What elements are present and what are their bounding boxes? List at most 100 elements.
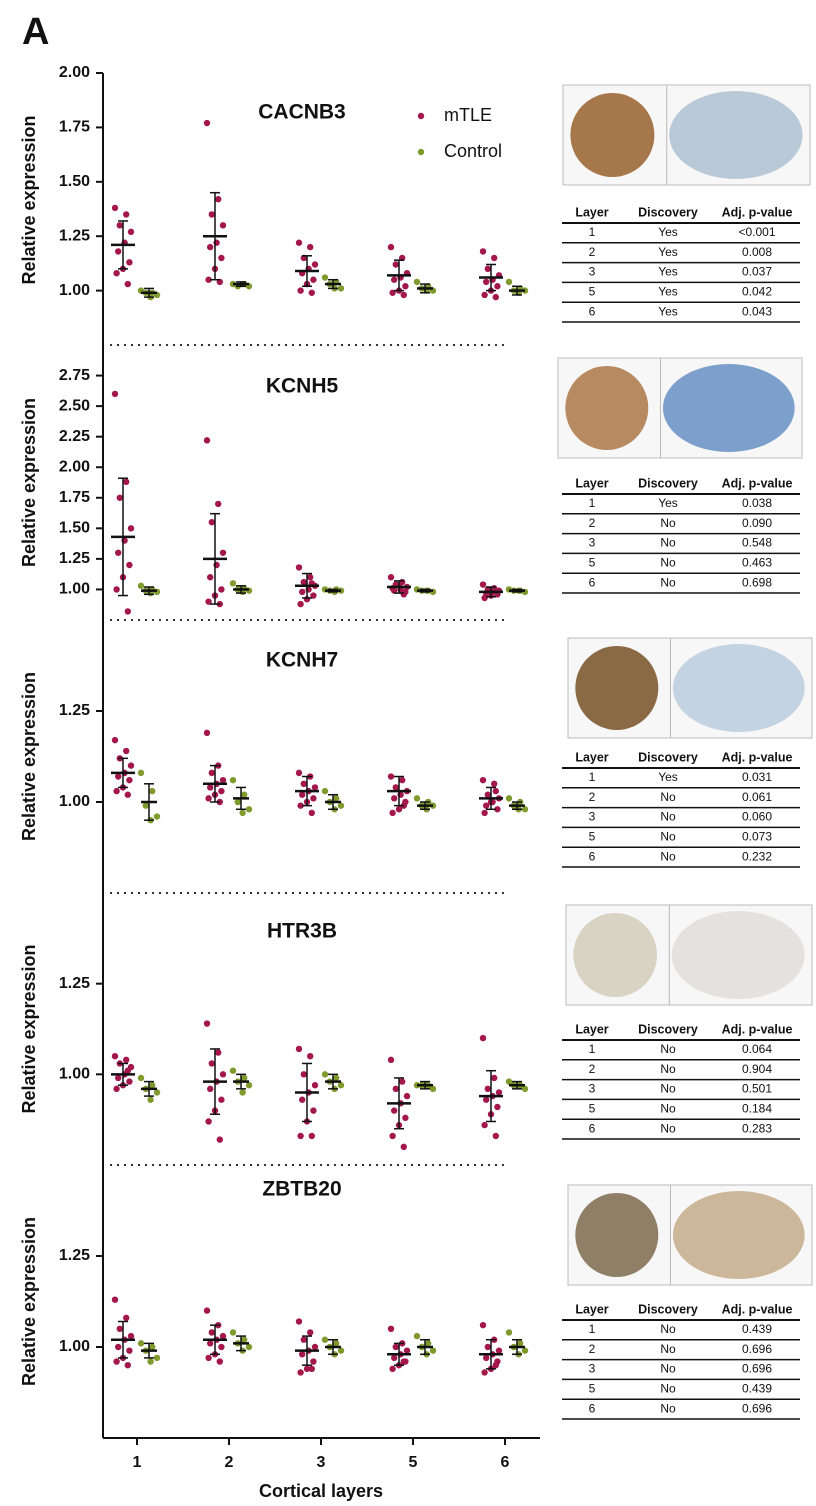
y-tick-label: 1.00 bbox=[59, 1066, 90, 1083]
y-tick-label: 2.50 bbox=[59, 397, 90, 414]
table-cell: 3 bbox=[589, 1082, 596, 1096]
data-point bbox=[309, 1366, 315, 1372]
table-cell: 0.090 bbox=[742, 516, 772, 530]
data-point bbox=[215, 501, 221, 507]
data-point bbox=[220, 550, 226, 556]
data-point bbox=[388, 1326, 394, 1332]
table-cell: 5 bbox=[589, 1381, 596, 1395]
chart-title: HTR3B bbox=[267, 920, 337, 943]
data-point bbox=[309, 810, 315, 816]
data-point bbox=[204, 1307, 210, 1313]
table-cell: No bbox=[660, 829, 676, 843]
data-point bbox=[483, 1097, 489, 1103]
data-point bbox=[481, 810, 487, 816]
table-header: Adj. p-value bbox=[722, 476, 793, 490]
data-point bbox=[496, 1089, 502, 1095]
data-point bbox=[312, 1082, 318, 1088]
y-tick-label: 1.25 bbox=[59, 550, 90, 567]
data-point bbox=[117, 1326, 123, 1332]
data-point bbox=[218, 788, 224, 794]
data-point bbox=[123, 479, 129, 485]
data-point bbox=[481, 1122, 487, 1128]
y-axis-label: Relative expression bbox=[19, 398, 39, 567]
table-cell: 2 bbox=[589, 790, 596, 804]
table-cell: 0.283 bbox=[742, 1121, 772, 1135]
data-point bbox=[301, 781, 307, 787]
data-point bbox=[391, 795, 397, 801]
table-cell: 0.038 bbox=[742, 496, 772, 510]
x-tick-label: 3 bbox=[317, 1454, 326, 1471]
table-cell: 0.031 bbox=[742, 770, 772, 784]
data-point bbox=[218, 1344, 224, 1350]
data-point bbox=[112, 1296, 118, 1302]
data-point bbox=[128, 762, 134, 768]
data-point bbox=[220, 222, 226, 228]
data-point bbox=[307, 244, 313, 250]
data-point bbox=[493, 294, 499, 300]
data-point bbox=[480, 1322, 486, 1328]
table-cell: 0.043 bbox=[742, 304, 772, 318]
data-point bbox=[301, 579, 307, 585]
y-tick-label: 1.25 bbox=[59, 227, 90, 244]
data-point bbox=[126, 259, 132, 265]
data-point bbox=[207, 574, 213, 580]
y-tick-label: 1.50 bbox=[59, 173, 90, 190]
data-point bbox=[126, 777, 132, 783]
data-point bbox=[310, 795, 316, 801]
data-point bbox=[207, 1086, 213, 1092]
data-point bbox=[401, 292, 407, 298]
data-point bbox=[522, 806, 528, 812]
table-cell: 2 bbox=[589, 1062, 596, 1076]
data-point bbox=[220, 777, 226, 783]
data-point bbox=[485, 792, 491, 798]
data-point bbox=[425, 1340, 431, 1346]
data-point bbox=[483, 1355, 489, 1361]
chart-title: CACNB3 bbox=[258, 101, 346, 124]
data-point bbox=[297, 1369, 303, 1375]
tissue-section bbox=[573, 913, 657, 997]
data-point bbox=[389, 1366, 395, 1372]
data-point bbox=[126, 1078, 132, 1084]
data-point bbox=[112, 391, 118, 397]
table-header: Discovery bbox=[638, 205, 698, 219]
data-point bbox=[113, 788, 119, 794]
legend-marker bbox=[418, 113, 424, 119]
table-cell: Yes bbox=[658, 770, 678, 784]
data-point bbox=[493, 1362, 499, 1368]
table-cell: 3 bbox=[589, 536, 596, 550]
y-tick-label: 2.00 bbox=[59, 64, 90, 81]
data-point bbox=[388, 773, 394, 779]
data-point bbox=[230, 777, 236, 783]
table-cell: 3 bbox=[589, 1362, 596, 1376]
figure: A 1.001.251.501.752.00CACNB3Relative exp… bbox=[0, 0, 816, 1506]
data-point bbox=[218, 255, 224, 261]
y-axis-label: Relative expression bbox=[19, 672, 39, 841]
data-point bbox=[126, 1347, 132, 1353]
tissue-section bbox=[669, 91, 802, 179]
data-point bbox=[401, 1358, 407, 1364]
data-point bbox=[217, 1136, 223, 1142]
data-point bbox=[147, 1358, 153, 1364]
table-cell: 0.698 bbox=[742, 575, 772, 589]
table-cell: 5 bbox=[589, 829, 596, 843]
data-point bbox=[235, 799, 241, 805]
x-tick-label: 6 bbox=[501, 1454, 510, 1471]
table-header: Discovery bbox=[638, 750, 698, 764]
table-cell: No bbox=[660, 810, 676, 824]
data-point bbox=[297, 1133, 303, 1139]
table-cell: 0.439 bbox=[742, 1381, 772, 1395]
data-point bbox=[491, 1075, 497, 1081]
table-cell: 0.060 bbox=[742, 810, 772, 824]
table-header: Adj. p-value bbox=[722, 750, 793, 764]
data-point bbox=[117, 495, 123, 501]
data-point bbox=[322, 1071, 328, 1077]
data-point bbox=[391, 1355, 397, 1361]
data-point bbox=[493, 1133, 499, 1139]
data-point bbox=[333, 795, 339, 801]
data-point bbox=[307, 574, 313, 580]
table-cell: No bbox=[660, 1082, 676, 1096]
data-point bbox=[147, 1097, 153, 1103]
table-cell: No bbox=[660, 1362, 676, 1376]
data-point bbox=[388, 574, 394, 580]
data-point bbox=[204, 120, 210, 126]
